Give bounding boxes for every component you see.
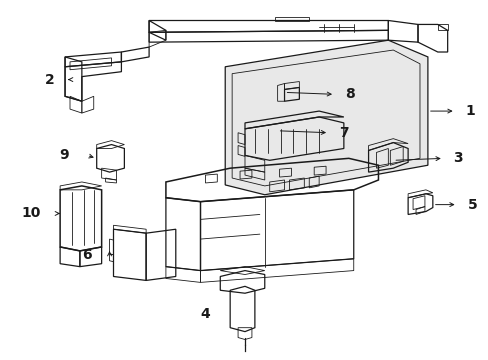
Text: 2: 2: [44, 73, 54, 86]
Text: 10: 10: [21, 207, 41, 220]
Text: 9: 9: [59, 148, 69, 162]
Text: 3: 3: [453, 151, 462, 165]
Polygon shape: [225, 40, 427, 195]
Text: 6: 6: [82, 248, 92, 262]
Text: 7: 7: [338, 126, 348, 140]
Text: 8: 8: [344, 87, 354, 102]
Text: 5: 5: [467, 198, 476, 212]
Text: 1: 1: [465, 104, 474, 118]
Text: 4: 4: [200, 307, 210, 321]
